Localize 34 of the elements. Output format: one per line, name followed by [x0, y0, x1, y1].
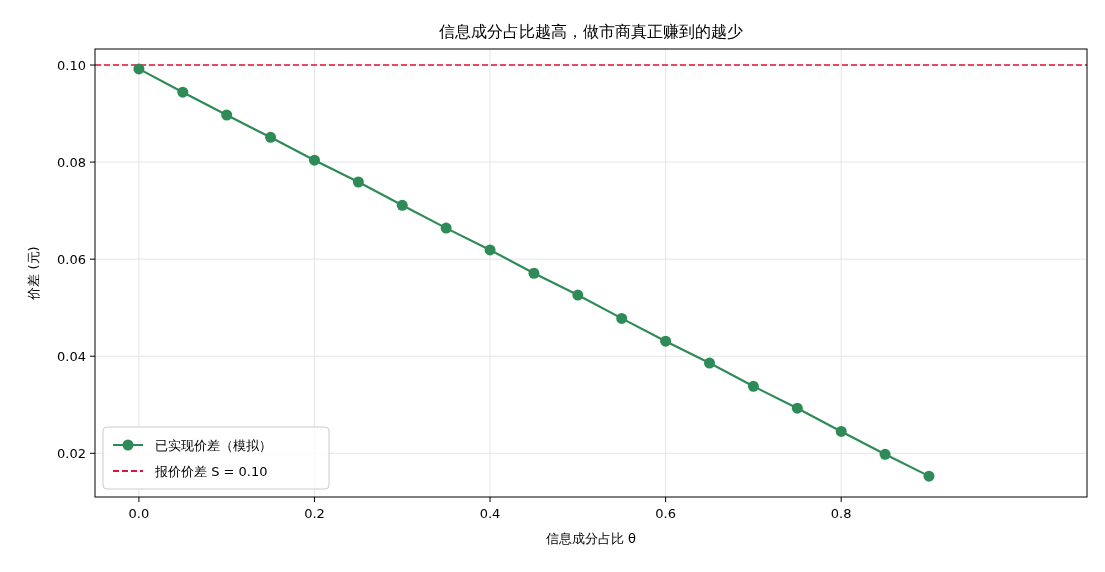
point [660, 335, 672, 347]
legend-label: 已实现价差（模拟） [155, 438, 272, 453]
x-tick-label: 0.2 [304, 506, 325, 521]
point [923, 470, 935, 482]
point [221, 109, 233, 121]
point [133, 63, 145, 75]
x-tick-label: 0.8 [830, 506, 852, 521]
point [528, 267, 540, 279]
y-axis-title: 价差 (元) [26, 246, 41, 301]
point [177, 86, 189, 98]
x-tick-label: 0.6 [655, 506, 676, 521]
point [791, 402, 803, 414]
chart-title: 信息成分占比越高，做市商真正赚到的越少 [439, 22, 743, 41]
point [616, 312, 628, 324]
x-axis-title: 信息成分占比 θ [545, 531, 637, 546]
x-tick-label: 0.0 [128, 506, 150, 521]
point [879, 448, 891, 460]
point [747, 380, 759, 392]
point [835, 425, 847, 437]
point [265, 131, 277, 143]
point [396, 199, 408, 211]
y-tick-label: 0.08 [57, 155, 86, 171]
point [308, 154, 320, 166]
y-tick-label: 0.10 [57, 58, 86, 74]
y-tick-label: 0.02 [57, 446, 86, 462]
point [440, 222, 452, 234]
point [704, 357, 716, 369]
point [572, 289, 584, 301]
legend-label: 报价价差 S = 0.10 [154, 464, 268, 479]
point [484, 244, 496, 256]
point [352, 176, 364, 188]
y-tick-label: 0.06 [57, 252, 86, 268]
x-tick-label: 0.4 [479, 506, 501, 521]
y-tick-label: 0.04 [57, 349, 86, 365]
